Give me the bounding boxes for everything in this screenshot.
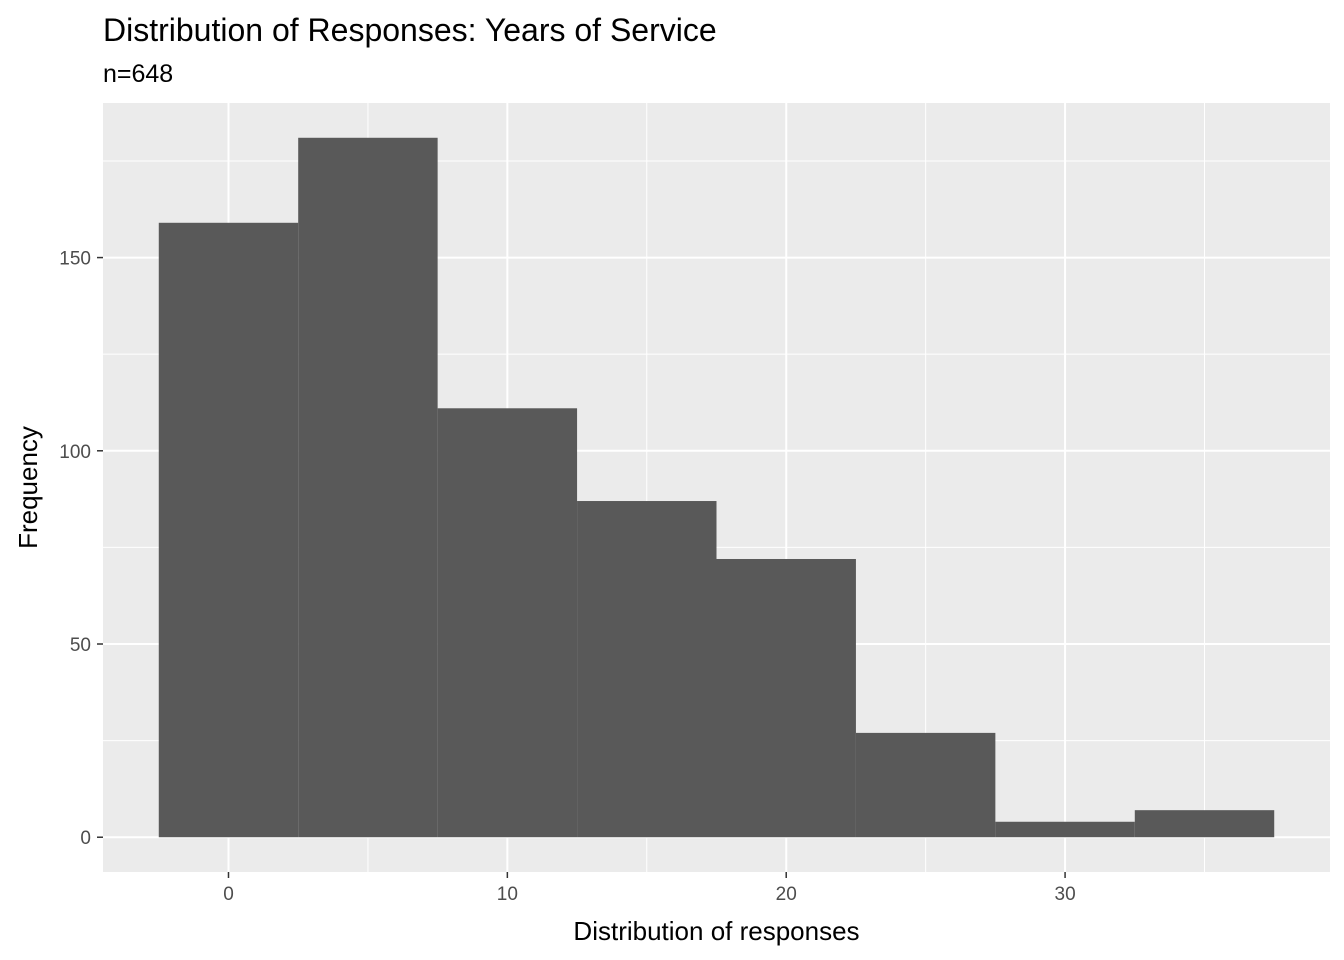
y-axis-title: Frequency xyxy=(13,426,43,549)
histogram-bar xyxy=(158,222,299,838)
y-tick-label: 100 xyxy=(59,442,91,463)
x-axis-title: Distribution of responses xyxy=(573,916,859,946)
histogram-bar xyxy=(855,732,996,838)
x-tick-label: 10 xyxy=(497,884,518,905)
y-tick-label: 0 xyxy=(80,828,91,849)
y-tick-label: 150 xyxy=(59,249,91,270)
histogram-bar xyxy=(1134,810,1275,838)
chart-title: Distribution of Responses: Years of Serv… xyxy=(103,12,717,48)
histogram-bar xyxy=(716,558,856,838)
histogram-bars xyxy=(158,137,1275,838)
histogram-bar xyxy=(437,408,578,838)
histogram-bar xyxy=(995,821,1135,838)
y-tick-label: 50 xyxy=(70,635,91,656)
x-axis: 0 10 20 30 xyxy=(223,872,1076,905)
y-axis: 0 50 100 150 xyxy=(59,249,103,849)
x-tick-label: 0 xyxy=(223,884,234,905)
x-tick-label: 20 xyxy=(776,884,797,905)
chart-subtitle: n=648 xyxy=(103,60,174,88)
histogram-bar xyxy=(298,137,438,838)
x-tick-label: 30 xyxy=(1055,884,1076,905)
histogram-bar xyxy=(577,501,717,838)
